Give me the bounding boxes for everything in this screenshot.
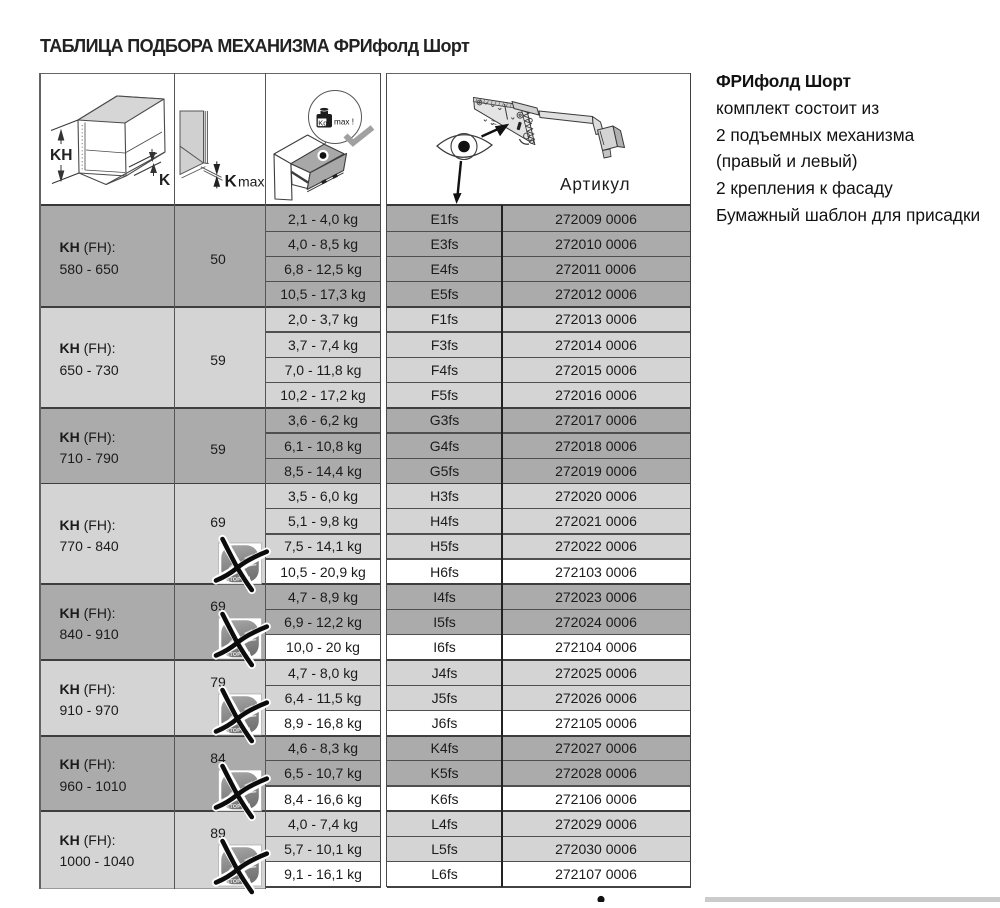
- svg-text:Kg: Kg: [318, 118, 327, 127]
- svg-text:Артикул: Артикул: [560, 174, 630, 194]
- svg-text:max !: max !: [334, 118, 354, 127]
- svg-text:KH: KH: [50, 147, 72, 164]
- svg-text:K: K: [159, 172, 171, 189]
- svg-text:K: K: [225, 172, 238, 191]
- svg-text:max: max: [238, 174, 264, 190]
